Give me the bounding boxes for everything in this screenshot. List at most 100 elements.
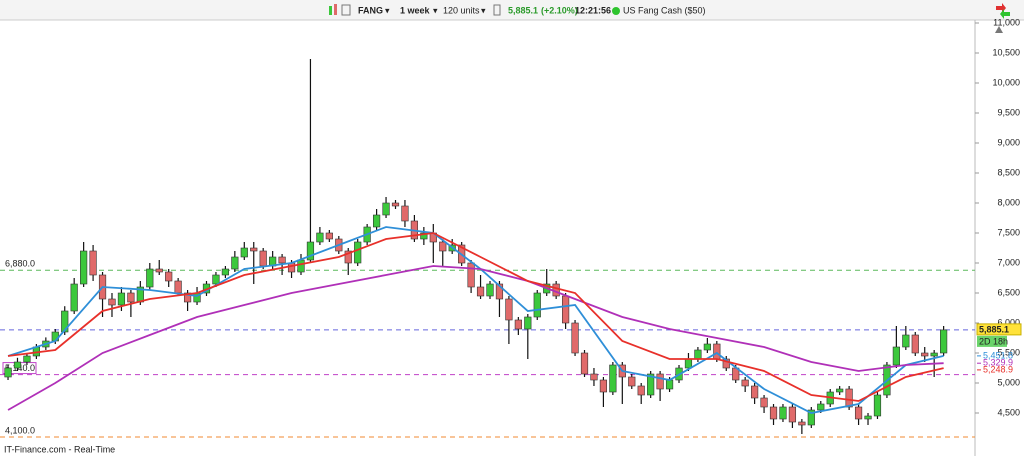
candle-body [80,250,88,285]
candle-body [524,316,532,330]
y-tick-label: 8,000 [997,197,1020,207]
candle-body [930,352,938,357]
y-tick-label: 4,500 [997,407,1020,417]
candle-body [420,232,428,240]
candle-body [297,259,305,273]
candle-body [921,352,929,357]
search-icon[interactable] [341,4,351,16]
candle-body [892,346,900,366]
candle-body [13,361,22,369]
candle-body [533,292,541,318]
candle-body [155,268,163,273]
candle-body [836,388,844,393]
candle-body [287,262,296,273]
candle-body [647,373,655,396]
ma-tag: 5,248.9 [983,364,1013,374]
candle-body [240,247,248,258]
y-tick-label: 10,500 [992,47,1020,57]
candle-body [769,406,778,420]
countdown: 2D 18h [979,336,1008,346]
candle-body [486,283,494,297]
moving-average [7,265,944,411]
candle-body [788,406,797,423]
chart-type-icon [334,4,337,15]
level-label: 6,880.0 [5,259,35,269]
units[interactable]: 120 units [443,5,480,15]
plot: 6,880.05,140.04,100.0 [0,59,975,438]
moving-average [7,232,944,402]
candle-body [382,202,390,216]
y-tick-label: 7,000 [997,257,1020,267]
candle-body [183,292,192,303]
y-tick-label: 9,000 [997,137,1020,147]
status-dot [612,7,620,15]
candle-body [354,241,362,264]
y-tick-label: 8,500 [997,167,1020,177]
candle-body [401,205,409,222]
candle-body [562,295,570,324]
y-tick-label: 11,000 [993,17,1020,27]
candle-body [703,343,711,351]
candle-body [798,421,806,426]
y-tick-label: 9,500 [997,107,1020,117]
candle-body [23,355,31,363]
candle-body [108,298,116,306]
candle-body [684,358,693,369]
candle-body [864,415,872,420]
chart-type-icon[interactable] [329,6,332,15]
footer: IT-Finance.com - Real-Time [4,444,115,454]
candle-body [854,406,863,420]
candle-body [146,268,154,288]
y-tick-label: 7,500 [997,227,1020,237]
candle-body [250,247,258,252]
candle-body [231,256,239,270]
candle-body [372,214,381,228]
candle-body [845,388,853,408]
scale-arrow[interactable] [995,26,1003,33]
candle-body [325,232,333,240]
candle-body [117,292,126,306]
candle-body [165,271,173,282]
candle-body [571,322,579,354]
dropdown: ▾ [481,5,486,15]
candle-body [212,274,220,285]
dropdown: ▾ [433,5,438,15]
candle-body [741,379,749,387]
candle-body [476,286,485,297]
candle-body [505,298,513,321]
candle-body [514,319,522,330]
candle-body [609,364,617,393]
candle-body [467,262,475,288]
candle-body [391,202,400,207]
y-tick-label: 6,500 [997,287,1020,297]
period[interactable]: 1 week [400,5,431,15]
info-icon[interactable] [493,4,501,16]
candle-body [940,329,948,354]
candle-body [4,367,12,378]
y-tick-label: 5,000 [997,377,1020,387]
candle-body [259,250,267,267]
candle-body [656,373,664,390]
candle-body [779,406,787,420]
instrument: US Fang Cash ($50) [623,5,706,15]
candle-body [70,283,78,312]
candle-body [89,250,97,276]
toolbar [0,0,1024,20]
ma-tag: 5,451.8 [983,350,1013,360]
candle-body [580,352,589,375]
symbol[interactable]: FANG [358,5,383,15]
candle-body [174,280,182,294]
candle-body [637,385,645,396]
price-tag: 5,885.1 [979,324,1009,334]
countdown-box [977,335,1007,347]
candle-body [61,310,69,333]
toolbar-items: FANG ▾ 1 week ▾ 120 units ▾ 5,885.1 (+2.… [329,3,1010,19]
y-tick-label: 10,000 [992,77,1020,87]
candle-body [751,385,759,399]
candle-body [221,268,229,276]
candle-body [316,232,324,243]
y-tick-label: 5,500 [997,347,1020,357]
candle-body [628,376,636,387]
candle-body [911,334,919,354]
